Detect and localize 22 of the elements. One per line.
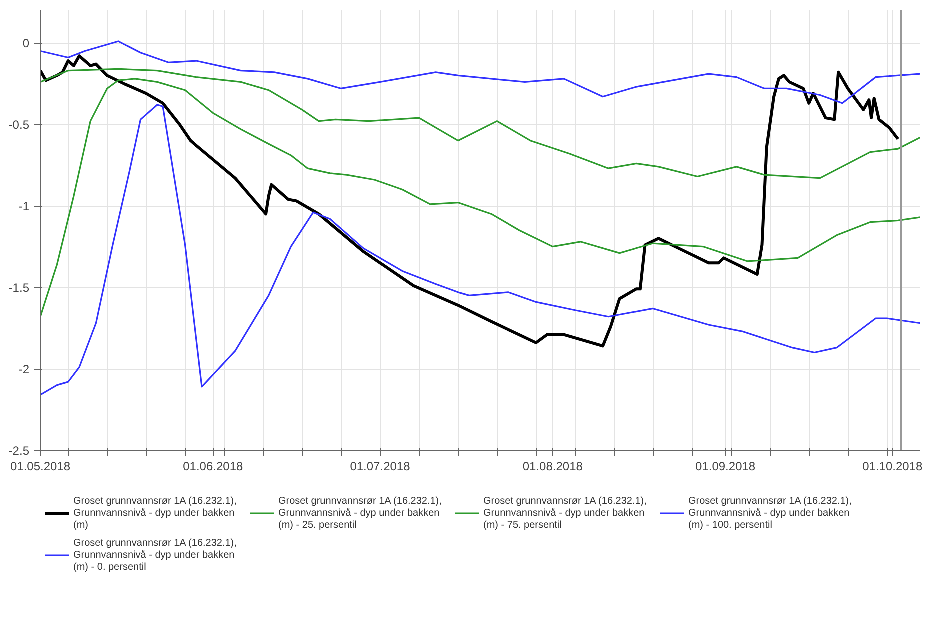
y-tick-label: 0 <box>22 36 30 51</box>
x-tick-label: 01.05.2018 <box>10 460 71 474</box>
legend-label: Groset grunnvannsrør 1A (16.232.1), Grunnvannsnivå - dyp under bakken (m) <box>74 496 237 532</box>
x-tick-label: 01.07.2018 <box>350 460 411 474</box>
y-tick-label: -0.5 <box>8 118 30 132</box>
legend-label: Groset grunnvannsrør 1A (16.232.1), Grunnvannsnivå - dyp under bakken (m) - 0. persentil <box>74 538 237 574</box>
x-tick-label: 01.08.2018 <box>522 460 584 474</box>
y-tick-label: -2.5 <box>8 444 30 458</box>
line-series <box>40 68 920 180</box>
legend-label: Groset grunnvannsrør 1A (16.232.1), Grunnvannsnivå - dyp under bakken (m) - 25. persentil <box>278 496 442 532</box>
line-series <box>40 54 900 348</box>
legend-label: Groset grunnvannsrør 1A (16.232.1), Grunnvannsnivå - dyp under bakken (m) - 100. persentil <box>688 496 852 532</box>
x-tick-label: 01.09.2018 <box>696 460 756 474</box>
line-series <box>40 40 920 104</box>
legend-label: Groset grunnvannsrør 1A (16.232.1), Grunnvannsnivå - dyp under bakken (m) - 75. persentil <box>484 496 647 532</box>
y-tick-label: -1 <box>18 200 30 214</box>
x-tick-label: 01.10.2018 <box>862 460 924 474</box>
x-tick-label: 01.06.2018 <box>183 460 244 474</box>
y-tick-label: -2 <box>18 362 30 377</box>
line-series <box>40 78 920 318</box>
line-series <box>40 104 920 396</box>
y-tick-label: -1.5 <box>8 281 30 296</box>
